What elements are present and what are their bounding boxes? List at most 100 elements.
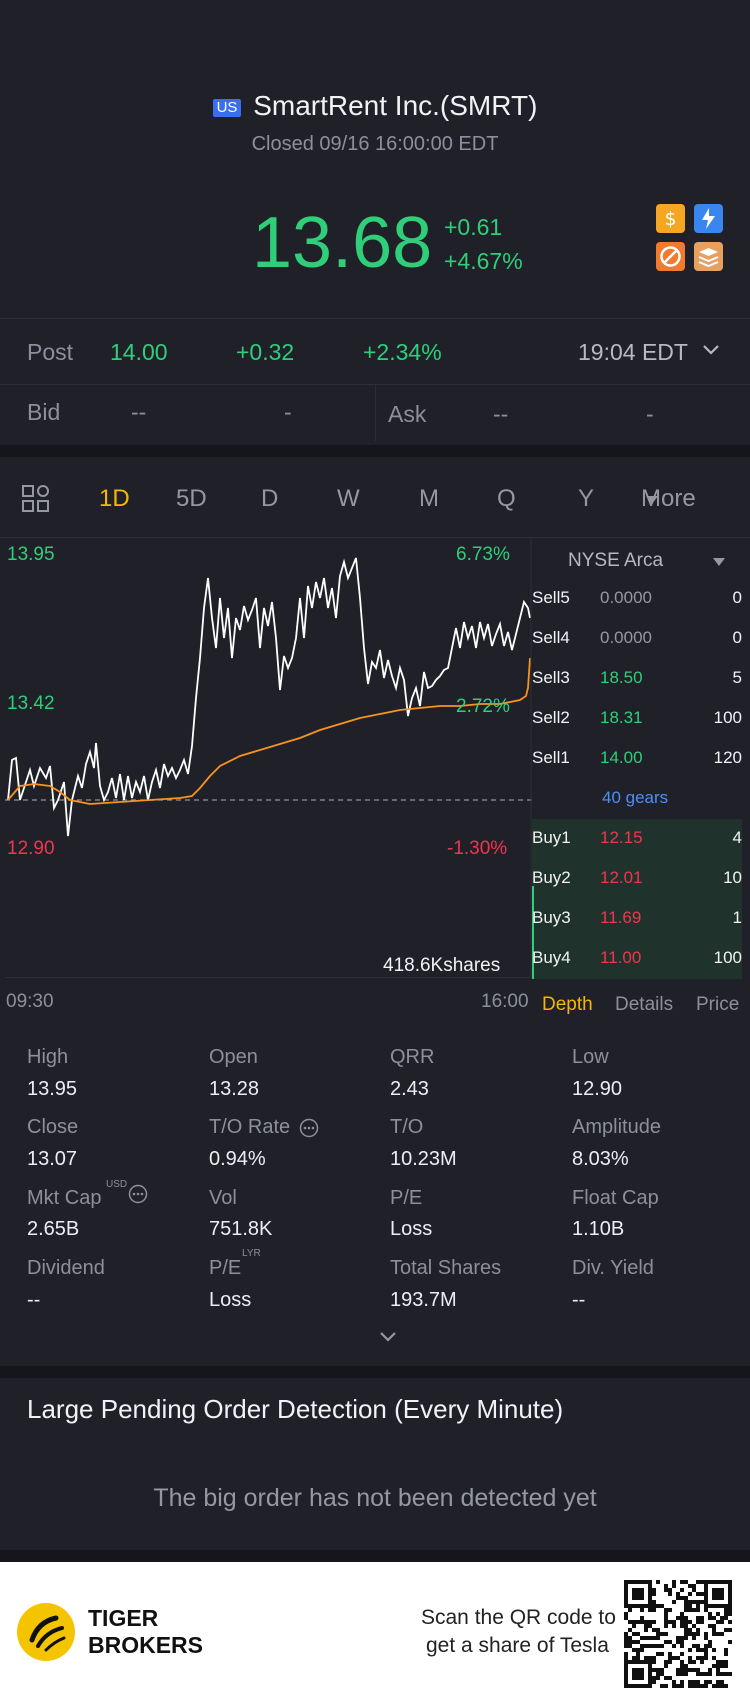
sell-row: Sell1 14.00 120 — [532, 748, 742, 784]
price-change-pct: +4.67% — [444, 248, 523, 274]
tab-y[interactable]: Y — [578, 485, 595, 512]
large-order-section: Large Pending Order Detection (Every Min… — [0, 1378, 750, 1550]
intraday-chart[interactable]: 13.95 6.73% 13.42 2.72% 12.90 -1.30% 418… — [0, 538, 532, 978]
depth-gears[interactable]: 40 gears — [532, 788, 742, 824]
stat-dividend-label: Dividend — [27, 1257, 105, 1279]
stat-to-label: T/O — [390, 1116, 424, 1138]
sell-row: Sell5 0.0000 0 — [532, 588, 742, 624]
post-market-row[interactable]: Post 14.00 +0.32 +2.34% 19:04 EDT — [0, 319, 750, 384]
buy-price: 11.00 — [600, 948, 642, 967]
section-separator — [0, 1366, 750, 1378]
stat-pe-lyr-value: Loss — [209, 1289, 252, 1311]
stat-open-label: Open — [209, 1046, 258, 1068]
stat-open-value: 13.28 — [209, 1078, 260, 1100]
buy-label: Buy1 — [532, 828, 571, 847]
stat-mkt-cap-unit: USD — [106, 1179, 128, 1190]
ask-price: -- — [493, 401, 509, 427]
us-market-badge: US — [212, 98, 242, 117]
stat-dividend-value: -- — [27, 1289, 41, 1311]
tab-w[interactable]: W — [337, 485, 360, 512]
sell-row: Sell3 18.50 5 — [532, 668, 742, 704]
tab-m[interactable]: M — [419, 485, 439, 512]
lightning-icon[interactable] — [694, 204, 723, 233]
sell-label: Sell2 — [532, 708, 570, 727]
chart-x-end: 16:00 — [481, 991, 529, 1012]
buy-side-accent — [532, 886, 534, 979]
chart-pct-mid: 2.72% — [456, 696, 510, 717]
chart-y-mid: 13.42 — [7, 693, 55, 714]
sell-price: 14.00 — [600, 748, 643, 767]
post-label: Post — [27, 339, 74, 365]
post-change-pct: +2.34% — [363, 339, 442, 365]
layout-grid-icon[interactable] — [22, 485, 50, 520]
stat-pe-value: Loss — [390, 1218, 433, 1240]
info-icon[interactable] — [299, 1118, 319, 1143]
price-chart-svg — [5, 538, 532, 978]
stock-title-row: US SmartRent Inc.(SMRT) — [0, 90, 750, 122]
chart-y-high: 13.95 — [7, 544, 55, 565]
qr-code-icon[interactable] — [624, 1580, 732, 1688]
promo-footer: TIGER BROKERS Scan the QR code to get a … — [0, 1562, 750, 1706]
info-icon[interactable] — [128, 1184, 148, 1209]
gears-label: 40 gears — [602, 788, 669, 807]
stat-qrr-value: 2.43 — [390, 1078, 429, 1100]
buy-label: Buy3 — [532, 908, 571, 927]
stat-float-cap-value: 1.10B — [572, 1218, 625, 1240]
stat-amplitude-label: Amplitude — [572, 1116, 661, 1138]
chart-volume: 418.6Kshares — [383, 955, 501, 976]
sell-qty: 100 — [713, 708, 742, 727]
stat-to-rate-value: 0.94% — [209, 1148, 266, 1170]
chart-pct-low: -1.30% — [447, 838, 508, 859]
dollar-icon[interactable]: $ — [656, 204, 685, 233]
tab-more[interactable]: More — [641, 485, 696, 513]
bid-size: - — [284, 399, 292, 425]
stat-mkt-cap-value: 2.65B — [27, 1218, 80, 1240]
tab-d[interactable]: D — [261, 485, 279, 512]
buy-row: Buy2 12.01 10 — [532, 868, 742, 904]
bid-price: -- — [131, 399, 147, 425]
order-book-tabs: Depth Details Price — [542, 994, 750, 1024]
brand-line1: TIGER — [88, 1605, 159, 1631]
sell-price: 18.31 — [600, 708, 643, 727]
period-tabs: 1D 5D D W M Q Y More — [0, 485, 750, 525]
caret-down-icon — [713, 558, 725, 566]
post-price: 14.00 — [110, 339, 168, 365]
bid-ask-row: Bid -- - Ask -- - — [0, 385, 750, 445]
post-change: +0.32 — [236, 339, 295, 365]
price-change: +0.61 — [444, 214, 503, 240]
chevron-down-icon[interactable] — [702, 343, 720, 362]
buy-qty: 4 — [732, 828, 742, 847]
qr-text-line1: Scan the QR code to — [421, 1606, 616, 1629]
buy-price: 12.15 — [600, 828, 643, 847]
tab-q[interactable]: Q — [497, 485, 516, 512]
stock-name: SmartRent Inc.(SMRT) — [253, 90, 538, 121]
tab-price[interactable]: Price — [696, 994, 740, 1015]
buy-side-bg — [532, 819, 742, 979]
tab-more-label: More — [641, 485, 696, 512]
stat-vol-label: Vol — [209, 1187, 237, 1209]
buy-label: Buy2 — [532, 868, 571, 887]
no-short-icon[interactable] — [656, 242, 685, 271]
exchange-selector[interactable]: NYSE Arca — [532, 550, 742, 580]
buy-price: 11.69 — [600, 908, 642, 927]
sell-qty: 120 — [713, 748, 742, 767]
stat-pe-label: P/E — [390, 1187, 423, 1209]
buy-qty: 1 — [732, 908, 742, 927]
tab-1d[interactable]: 1D — [99, 485, 130, 512]
tab-details[interactable]: Details — [615, 994, 674, 1015]
ask-size: - — [646, 401, 654, 427]
last-price: 13.68 — [252, 203, 433, 283]
buy-label: Buy4 — [532, 948, 571, 967]
chart-y-low: 12.90 — [7, 838, 55, 859]
layers-icon[interactable] — [694, 242, 723, 271]
price-line — [7, 557, 531, 837]
tab-depth[interactable]: Depth — [542, 994, 593, 1015]
avg-price-line — [7, 657, 531, 805]
stat-div-yield-value: -- — [572, 1289, 586, 1311]
chart-x-start: 09:30 — [6, 991, 54, 1012]
tab-5d[interactable]: 5D — [176, 485, 207, 512]
brand-line2: BROKERS — [88, 1632, 204, 1658]
sell-row: Sell4 0.0000 0 — [532, 628, 742, 664]
stat-div-yield-label: Div. Yield — [572, 1257, 654, 1279]
expand-chevron-icon[interactable] — [378, 1330, 398, 1349]
